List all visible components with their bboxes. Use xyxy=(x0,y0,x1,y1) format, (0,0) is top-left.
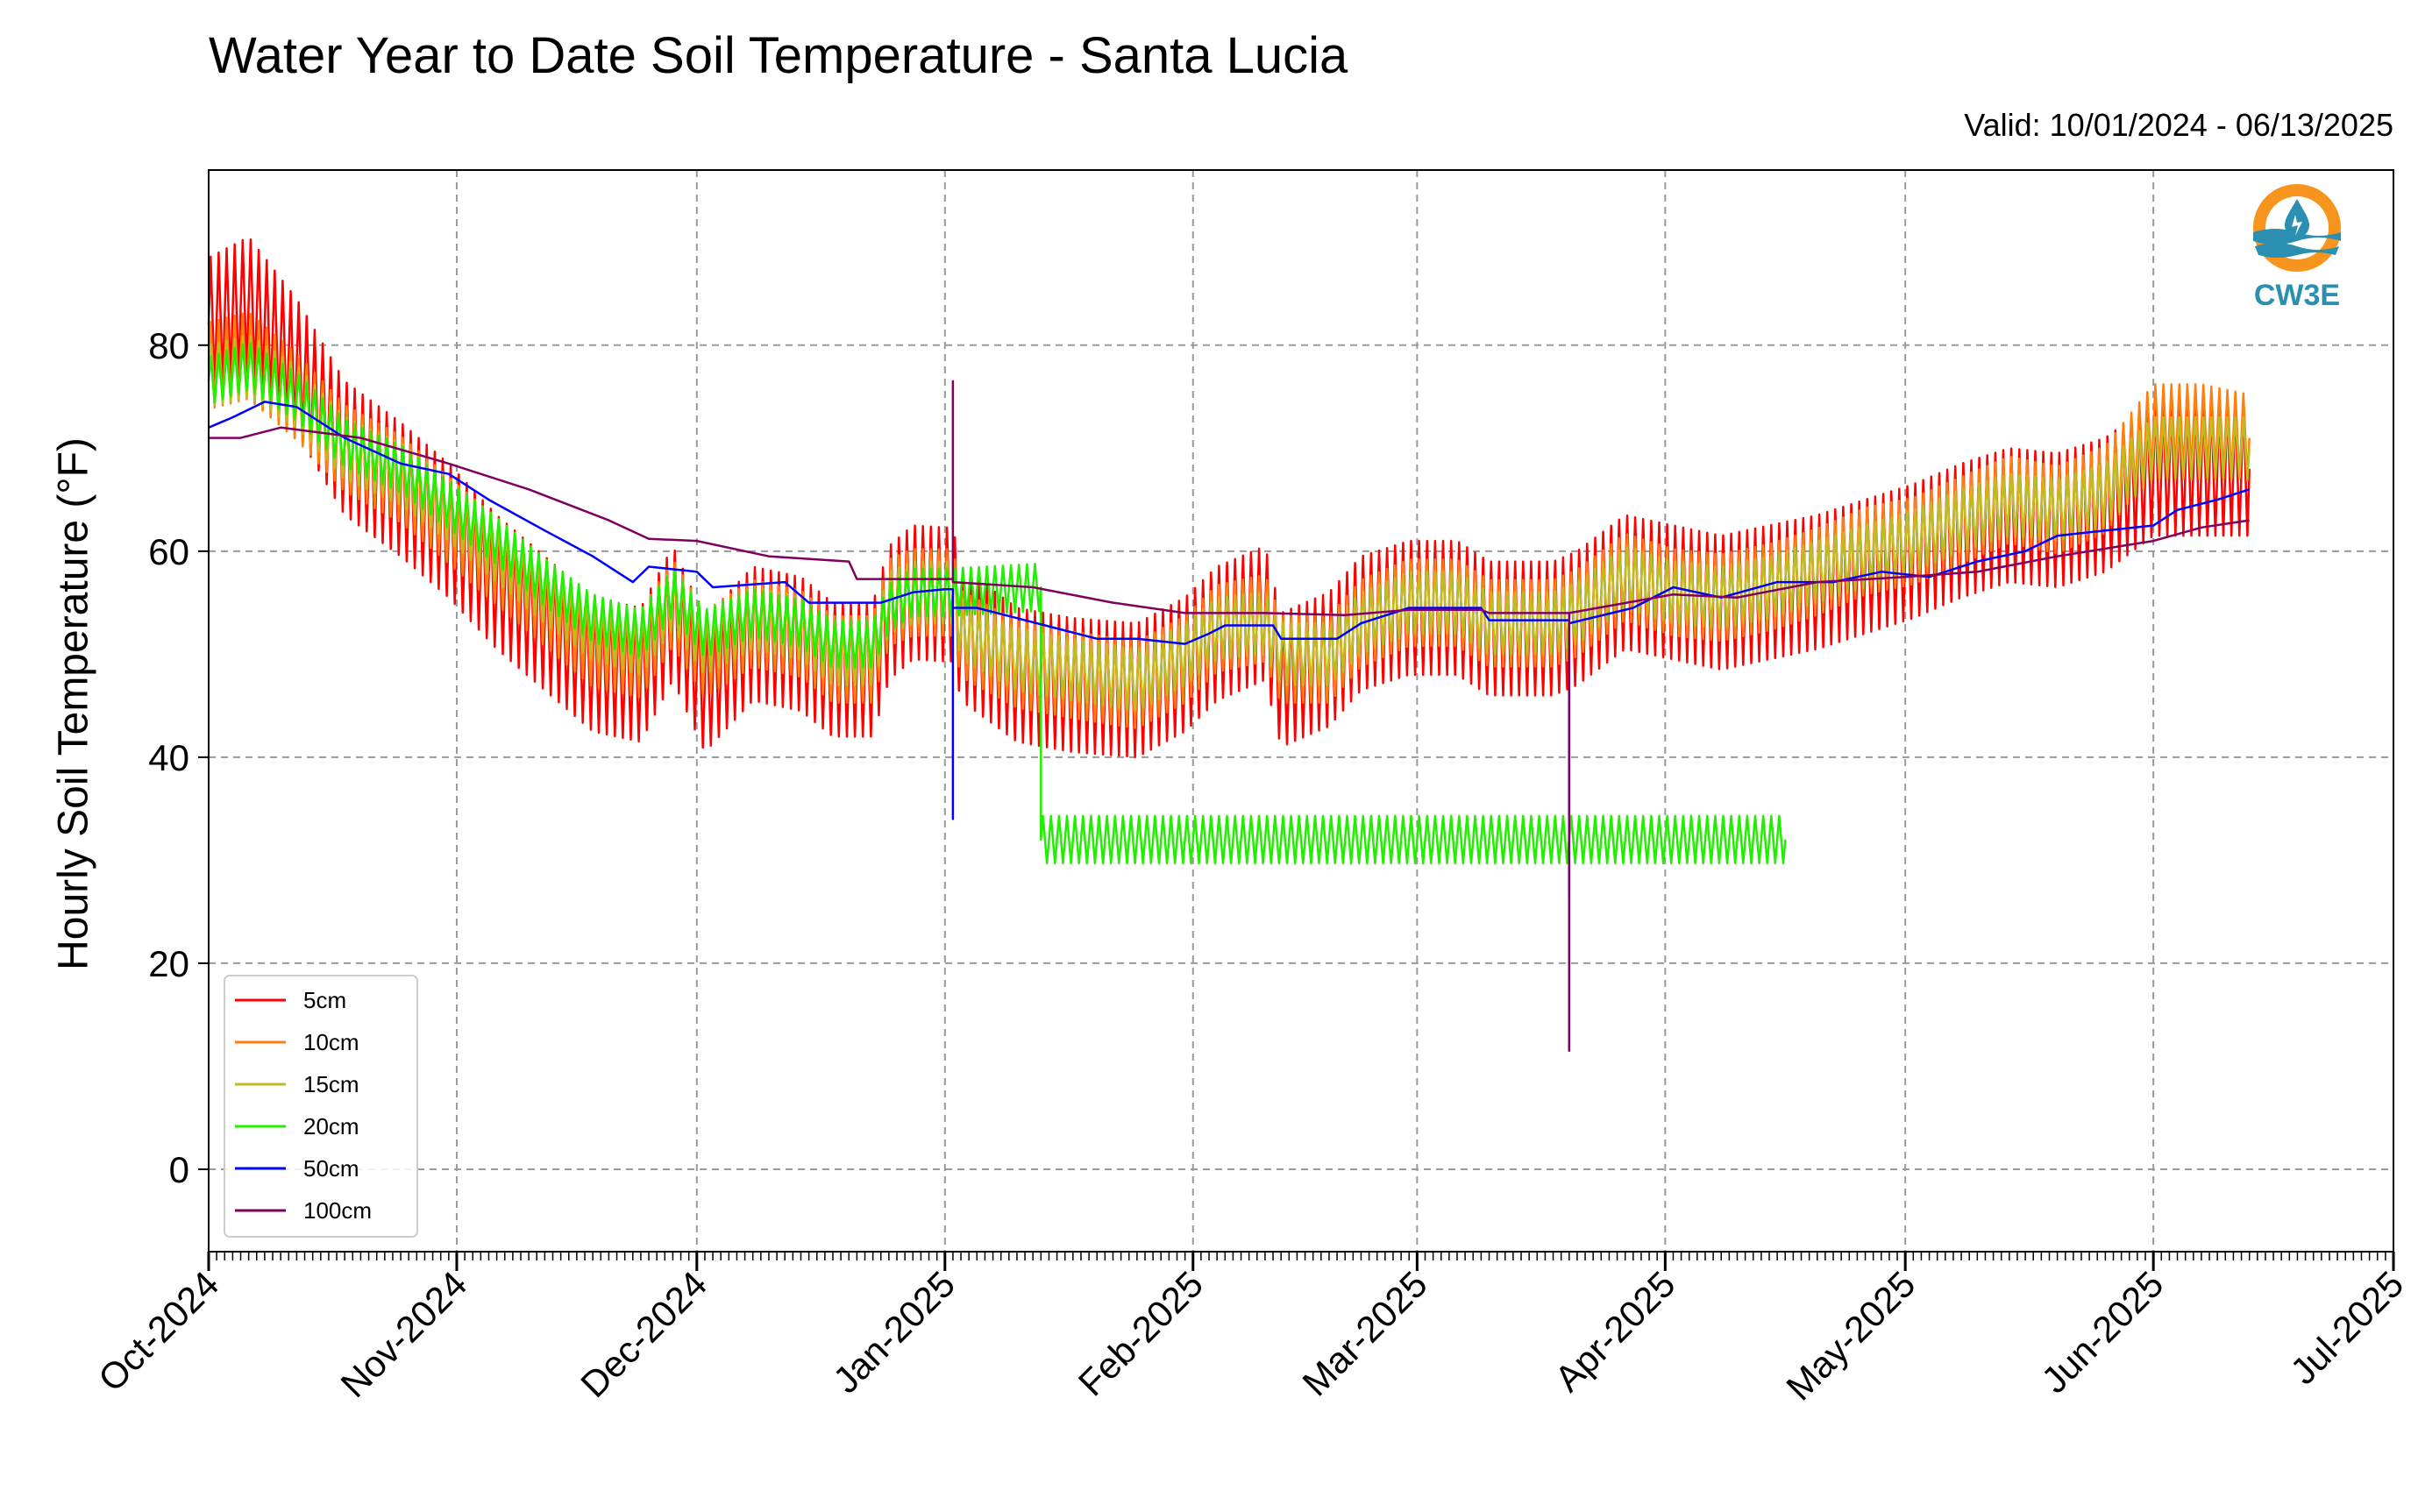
series-line-20cm xyxy=(207,342,1787,865)
y-tick-label: 20 xyxy=(148,943,189,984)
x-tick-label: Nov-2024 xyxy=(332,1263,474,1405)
series-line-50cm xyxy=(208,401,2251,892)
legend-label-15cm: 15cm xyxy=(303,1071,359,1097)
chart-subtitle: Valid: 10/01/2024 - 06/13/2025 xyxy=(1964,107,2393,143)
chart-title: Water Year to Date Soil Temperature - Sa… xyxy=(209,27,1348,84)
plot-frame xyxy=(208,169,2394,1253)
series-group xyxy=(207,238,2251,1053)
series-line-10cm xyxy=(207,312,2251,729)
x-tick-label: Jul-2025 xyxy=(2282,1263,2411,1392)
x-tick-label: Mar-2025 xyxy=(1294,1263,1434,1403)
grid xyxy=(208,170,2394,1252)
logo-text: CW3E xyxy=(2253,279,2341,312)
x-tick-label: Dec-2024 xyxy=(572,1263,715,1405)
x-tick-label: Jan-2025 xyxy=(825,1263,963,1401)
x-tick-label: Apr-2025 xyxy=(1547,1263,1682,1399)
legend-label-20cm: 20cm xyxy=(303,1113,359,1139)
y-tick-label: 60 xyxy=(148,531,189,572)
y-tick-label: 40 xyxy=(148,737,189,778)
y-tick-label: 80 xyxy=(148,325,189,366)
cw3e-logo-icon xyxy=(2253,184,2341,272)
legend-label-10cm: 10cm xyxy=(303,1029,359,1055)
series-line-100cm xyxy=(209,380,2250,1053)
x-tick-label: May-2025 xyxy=(1778,1263,1923,1408)
legend-label-50cm: 50cm xyxy=(303,1155,359,1182)
legend: 5cm 10cm 15cm 20cm 50cm 100cm xyxy=(224,975,418,1238)
x-tick-label: Oct-2024 xyxy=(90,1263,226,1399)
series-line-5cm xyxy=(207,238,2251,758)
x-tick-label: Feb-2025 xyxy=(1070,1263,1211,1403)
legend-label-5cm: 5cm xyxy=(303,987,346,1013)
axes: 0 20 40 60 80 Oct-2024 Nov-2024 Dec-2024 Jan-202… xyxy=(90,325,2411,1409)
legend-label-100cm: 100cm xyxy=(303,1197,372,1224)
x-tick-label: Jun-2025 xyxy=(2033,1263,2171,1401)
y-tick-label: 0 xyxy=(169,1149,189,1190)
